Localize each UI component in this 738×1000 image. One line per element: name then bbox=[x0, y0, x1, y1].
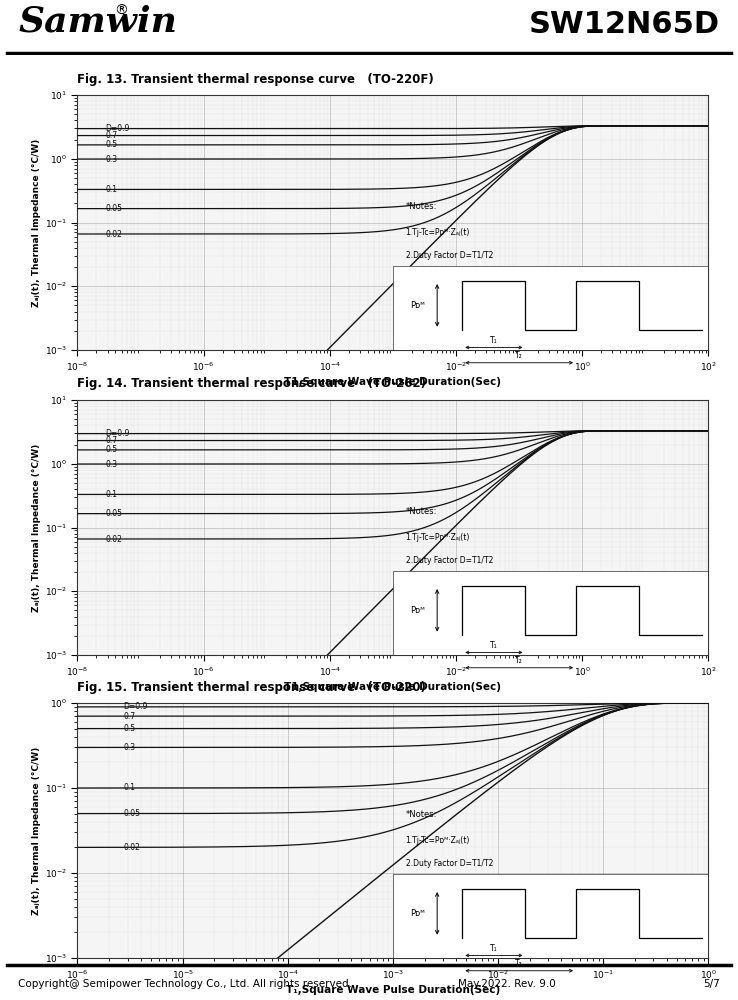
Text: 0.7: 0.7 bbox=[106, 436, 117, 445]
Text: 0.02: 0.02 bbox=[124, 843, 140, 852]
Text: *Notes:: *Notes: bbox=[406, 810, 437, 819]
Text: 0.3: 0.3 bbox=[124, 743, 136, 752]
Text: ®: ® bbox=[114, 4, 128, 18]
FancyBboxPatch shape bbox=[393, 571, 708, 683]
Text: T₂: T₂ bbox=[515, 959, 523, 968]
Text: May.2022. Rev. 9.0: May.2022. Rev. 9.0 bbox=[458, 979, 555, 989]
Text: T₁: T₁ bbox=[490, 641, 497, 650]
Text: *Notes:: *Notes: bbox=[406, 202, 437, 211]
Text: Copyright@ Semipower Technology Co., Ltd. All rights reserved.: Copyright@ Semipower Technology Co., Ltd… bbox=[18, 979, 353, 989]
Text: Pᴅᴹ: Pᴅᴹ bbox=[410, 301, 424, 310]
Text: 1.Tj-Tc=Pᴅᴹ·Zₐⱼ(t): 1.Tj-Tc=Pᴅᴹ·Zₐⱼ(t) bbox=[406, 836, 470, 845]
Text: Fig. 14. Transient thermal response curve   (TO-262): Fig. 14. Transient thermal response curv… bbox=[77, 377, 427, 390]
Text: 0.3: 0.3 bbox=[106, 460, 117, 469]
Text: SW12N65D: SW12N65D bbox=[528, 10, 720, 39]
Text: 2.Duty Factor D=T1/T2: 2.Duty Factor D=T1/T2 bbox=[406, 251, 493, 260]
Text: 0.3: 0.3 bbox=[106, 155, 117, 164]
Text: Pᴅᴹ: Pᴅᴹ bbox=[410, 606, 424, 615]
Text: 0.05: 0.05 bbox=[106, 204, 123, 213]
Text: Singe Pusle: Singe Pusle bbox=[134, 569, 179, 578]
Text: 0.05: 0.05 bbox=[106, 509, 123, 518]
Text: 0.1: 0.1 bbox=[106, 185, 117, 194]
Text: T₁: T₁ bbox=[490, 336, 497, 345]
Text: Fig. 15. Transient thermal response curve   (TO-220): Fig. 15. Transient thermal response curv… bbox=[77, 680, 427, 694]
Text: 0.1: 0.1 bbox=[124, 783, 136, 792]
Text: Pᴅᴹ: Pᴅᴹ bbox=[410, 909, 424, 918]
X-axis label: T1,Square Wave Pusle Duration(Sec): T1,Square Wave Pusle Duration(Sec) bbox=[284, 682, 502, 692]
X-axis label: T1,Square Wave Pusle Duration(Sec): T1,Square Wave Pusle Duration(Sec) bbox=[284, 377, 502, 387]
Text: 0.02: 0.02 bbox=[106, 230, 122, 239]
Text: 1.Tj-Tc=Pᴅᴹ·Zₐⱼ(t): 1.Tj-Tc=Pᴅᴹ·Zₐⱼ(t) bbox=[406, 533, 470, 542]
Text: 0.7: 0.7 bbox=[124, 712, 136, 721]
X-axis label: T₁,Square Wave Pulse Duration(Sec): T₁,Square Wave Pulse Duration(Sec) bbox=[286, 985, 500, 995]
Text: 0.5: 0.5 bbox=[106, 140, 117, 149]
Text: 0.5: 0.5 bbox=[124, 724, 136, 733]
Text: 5/7: 5/7 bbox=[703, 979, 720, 989]
FancyBboxPatch shape bbox=[393, 266, 708, 378]
Y-axis label: Zₐⱼ(t), Thermal Impedance (°C/W): Zₐⱼ(t), Thermal Impedance (°C/W) bbox=[32, 443, 41, 612]
Text: 0.1: 0.1 bbox=[106, 490, 117, 499]
Y-axis label: Zₐⱼ(t), Thermal Impedance (°C/W): Zₐⱼ(t), Thermal Impedance (°C/W) bbox=[32, 746, 41, 915]
Text: 0.02: 0.02 bbox=[106, 535, 122, 544]
Text: 0.5: 0.5 bbox=[106, 445, 117, 454]
Text: T₂: T₂ bbox=[515, 351, 523, 360]
Text: 0.05: 0.05 bbox=[124, 809, 141, 818]
Text: 2.Duty Factor D=T1/T2: 2.Duty Factor D=T1/T2 bbox=[406, 556, 493, 565]
Text: Samwin: Samwin bbox=[18, 5, 177, 39]
Text: 0.7: 0.7 bbox=[106, 131, 117, 140]
Text: T₂: T₂ bbox=[515, 656, 523, 665]
Text: 1.Tj-Tc=Pᴅᴹ·Zₐⱼ(t): 1.Tj-Tc=Pᴅᴹ·Zₐⱼ(t) bbox=[406, 228, 470, 237]
Text: D=0.9: D=0.9 bbox=[124, 702, 148, 711]
Text: 2.Duty Factor D=T1/T2: 2.Duty Factor D=T1/T2 bbox=[406, 859, 493, 868]
Text: D=0.9: D=0.9 bbox=[106, 124, 130, 133]
Y-axis label: Zₐⱼ(t), Thermal Impedance (°C/W): Zₐⱼ(t), Thermal Impedance (°C/W) bbox=[32, 138, 41, 307]
FancyBboxPatch shape bbox=[393, 874, 708, 986]
Text: D=0.9: D=0.9 bbox=[106, 429, 130, 438]
Text: Fig. 13. Transient thermal response curve   (TO-220F): Fig. 13. Transient thermal response curv… bbox=[77, 73, 434, 86]
Text: T₁: T₁ bbox=[490, 944, 497, 953]
Text: *Notes:: *Notes: bbox=[406, 507, 437, 516]
Text: Singe Pusle: Singe Pusle bbox=[134, 874, 179, 883]
